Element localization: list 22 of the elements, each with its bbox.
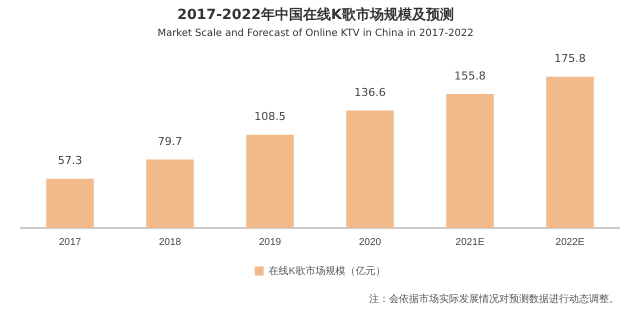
chart-subtitle: Market Scale and Forecast of Online KTV in China in 2017-2022 xyxy=(156,28,475,39)
data-label: 79.7 xyxy=(158,134,182,148)
x-tick-label: 2018 xyxy=(158,236,182,248)
legend-label: 在线K歌市场规模（亿元） xyxy=(268,264,386,277)
text: 注：会依据市场实际发展情况对预测数据进行动态调整。 xyxy=(369,292,619,306)
bar xyxy=(446,94,494,228)
x-tick-label: 2017 xyxy=(58,236,82,248)
data-label: 155.8 xyxy=(454,69,486,82)
data-label: 136.6 xyxy=(354,86,386,99)
data-label: 108.5 xyxy=(254,110,286,124)
bar xyxy=(246,134,294,228)
bar xyxy=(46,178,94,228)
bar xyxy=(146,159,194,228)
chart-title: 2017-2022年中国在线K歌市场规模及预测 xyxy=(176,6,455,24)
x-tick-label: 2020 xyxy=(358,236,382,248)
bar xyxy=(546,76,594,228)
x-tick-label: 2022E xyxy=(556,236,585,248)
bar xyxy=(346,110,394,228)
data-label: 175.8 xyxy=(554,52,586,66)
data-label: 57.3 xyxy=(58,154,82,168)
x-tick-label: 2021E xyxy=(456,236,485,248)
x-tick-label: 2019 xyxy=(258,236,282,248)
